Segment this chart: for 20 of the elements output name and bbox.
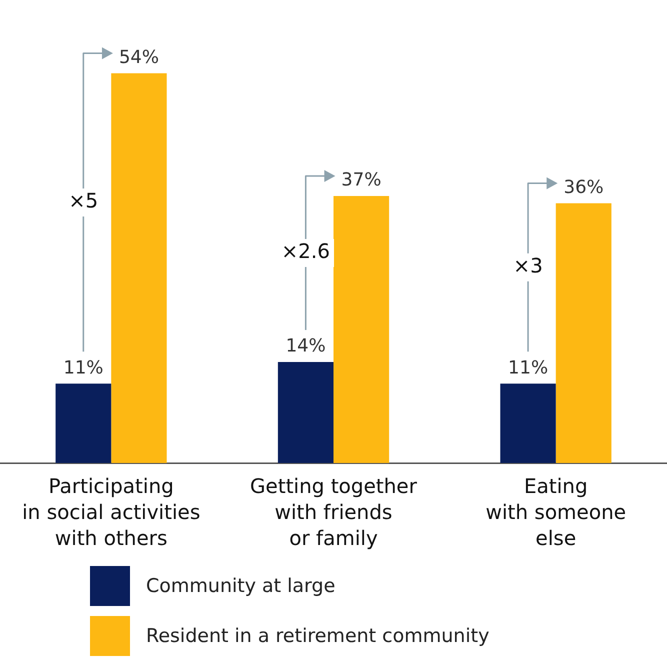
bar [500, 384, 556, 463]
bar [556, 203, 612, 463]
data-label: 14% [286, 336, 326, 357]
legend-label: Resident in a retirement community [146, 625, 490, 647]
annotation: ×3 [513, 254, 543, 278]
data-label: 11% [63, 357, 104, 378]
x-tick-label: Participating in social activities with others [22, 474, 200, 550]
bar [334, 196, 390, 463]
legend-label: Community at large [146, 575, 336, 597]
data-label: 36% [564, 176, 604, 198]
bar [56, 384, 112, 463]
data-label: 11% [508, 357, 548, 378]
x-tick-label: Eating with someone else [486, 474, 626, 550]
annotation: ×2.6 [281, 239, 330, 264]
annotation: ×5 [68, 188, 98, 213]
data-label: 54% [118, 46, 159, 68]
data-label: 37% [341, 170, 382, 191]
bar [111, 73, 167, 463]
bar [278, 362, 334, 463]
x-tick-label: Getting together with friends or family [250, 474, 418, 550]
